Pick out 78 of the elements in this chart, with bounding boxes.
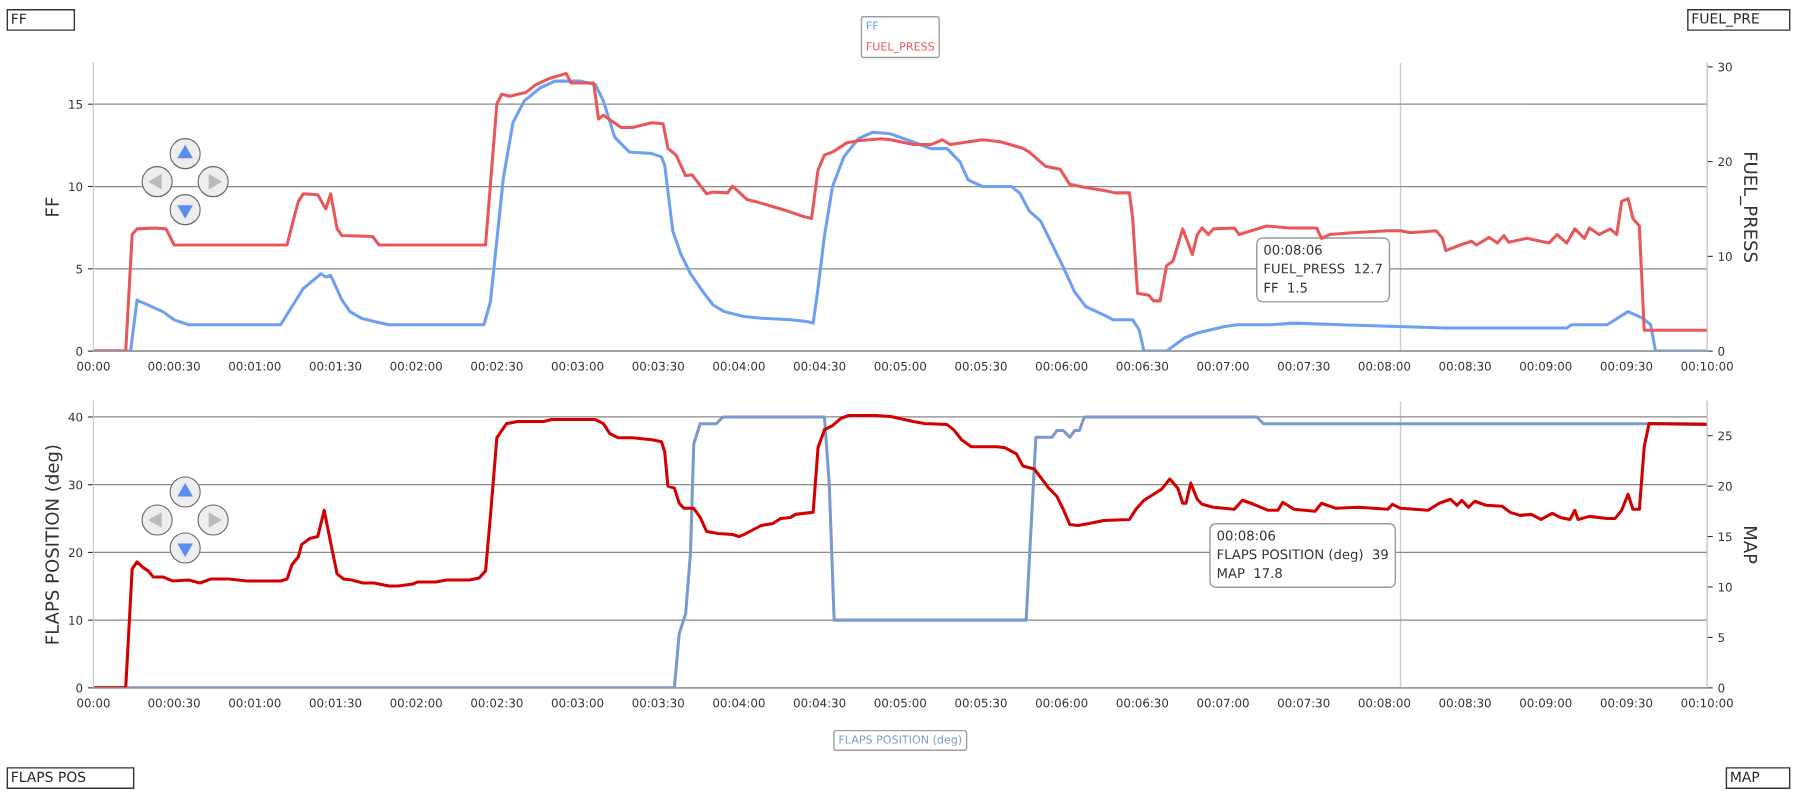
y2-tick-label: 20 [1718, 481, 1732, 491]
y-tick-label: 10 [69, 182, 83, 192]
x-tick-label: 00:06:00 [1035, 698, 1088, 708]
y2-tick-label: 30 [1718, 62, 1732, 72]
annotation: FLAPS POSITION (deg) 39 [1217, 549, 1388, 562]
x-tick-label: 00:05:00 [874, 361, 927, 371]
x-tick-label: 00:09:00 [1520, 361, 1572, 371]
x-tick-label: 00:05:00 [874, 698, 927, 708]
y-tick-label: 15 [69, 100, 82, 109]
y-tick-label: 20 [68, 548, 83, 558]
x-tick-label: 00:00:30 [148, 698, 200, 708]
x-tick-label: 00:00:30 [148, 361, 200, 371]
y-tick-label: 40 [68, 412, 83, 422]
x-tick-label: 00:06:00 [1035, 361, 1088, 371]
x-tick-label: 00:09:30 [1600, 698, 1653, 708]
x-tick-label: 00:09:00 [1520, 698, 1572, 708]
x-tick-label: 00:07:30 [1277, 698, 1330, 708]
x-tick-label: 00:01:00 [229, 361, 281, 371]
y2-tick-label: 0 [1718, 346, 1725, 356]
text: FF [12, 13, 26, 24]
x-tick-label: 00:10:00 [1681, 698, 1733, 708]
x-tick-label: 00:06:30 [1116, 698, 1169, 708]
text: FLAPS POS [12, 771, 86, 783]
y2-tick-label: 5 [1718, 633, 1725, 643]
y2-axis-title: MAP [1743, 527, 1758, 564]
annotation: FF 1.5 [1264, 282, 1307, 293]
x-tick-label: 00:07:00 [1197, 698, 1249, 708]
text: FF [866, 21, 879, 30]
annotation: 00:08:06 [1217, 530, 1276, 541]
text: FLAPS POSITION (deg) [839, 735, 962, 746]
x-tick-label: 00:03:30 [632, 698, 684, 708]
text: FUEL_PRESS [866, 42, 935, 54]
x-tick-label: 00:00 [77, 361, 110, 371]
y-tick-label: 0 [76, 346, 83, 356]
x-tick-label: 00:05:30 [955, 361, 1007, 371]
y2-tick-label: 10 [1718, 582, 1732, 592]
y-tick-label: 5 [76, 264, 82, 274]
x-tick-label: 00:04:00 [713, 698, 765, 708]
x-tick-label: 00:08:00 [1358, 361, 1411, 371]
y2-tick-label: 10 [1718, 252, 1732, 262]
annotation: FUEL_PRESS 12.7 [1264, 263, 1382, 277]
x-tick-label: 00:04:30 [793, 698, 846, 708]
x-tick-label: 00:06:30 [1116, 361, 1169, 371]
x-tick-label: 00:05:30 [955, 698, 1007, 708]
y2-axis-title: FUEL_PRESS [1739, 152, 1758, 262]
y-axis-title: FLAPS POSITION (deg) [44, 445, 63, 644]
x-tick-label: 00:09:30 [1600, 361, 1653, 371]
x-tick-label: 00:01:00 [229, 698, 281, 708]
y-tick-label: 10 [69, 615, 83, 625]
x-tick-label: 00:03:00 [551, 361, 604, 371]
x-tick-label: 00:08:30 [1439, 361, 1491, 371]
x-tick-label: 00:02:00 [390, 361, 442, 371]
annotation: MAP 17.8 [1217, 568, 1282, 579]
y2-tick-label: 0 [1718, 683, 1725, 693]
x-tick-label: 00:07:30 [1277, 361, 1330, 371]
x-tick-label: 00:10:00 [1681, 361, 1733, 371]
x-tick-label: 00:02:30 [471, 361, 523, 371]
x-tick-label: 00:04:30 [793, 361, 846, 371]
x-tick-label: 00:08:30 [1439, 698, 1491, 708]
x-tick-label: 00:02:30 [471, 698, 523, 708]
x-tick-label: 00:00 [77, 698, 110, 708]
y2-tick-label: 15 [1718, 532, 1732, 542]
text: FUEL_PRE [1692, 13, 1759, 27]
text: MAP [1731, 771, 1760, 782]
x-tick-label: 00:04:00 [713, 361, 765, 371]
x-tick-label: 00:07:00 [1197, 361, 1249, 371]
x-tick-label: 00:01:30 [309, 698, 362, 708]
x-tick-label: 00:02:00 [390, 698, 442, 708]
y2-tick-label: 25 [1718, 431, 1732, 441]
x-tick-label: 00:03:30 [632, 361, 684, 371]
x-tick-label: 00:08:00 [1358, 698, 1411, 708]
y2-tick-label: 20 [1718, 157, 1732, 167]
x-tick-label: 00:03:00 [551, 698, 604, 708]
x-tick-label: 00:01:30 [309, 361, 362, 371]
annotation: 00:08:06 [1264, 244, 1322, 255]
y-axis-title: FF [45, 197, 59, 216]
y-tick-label: 0 [76, 683, 83, 693]
y-tick-label: 30 [68, 480, 83, 490]
